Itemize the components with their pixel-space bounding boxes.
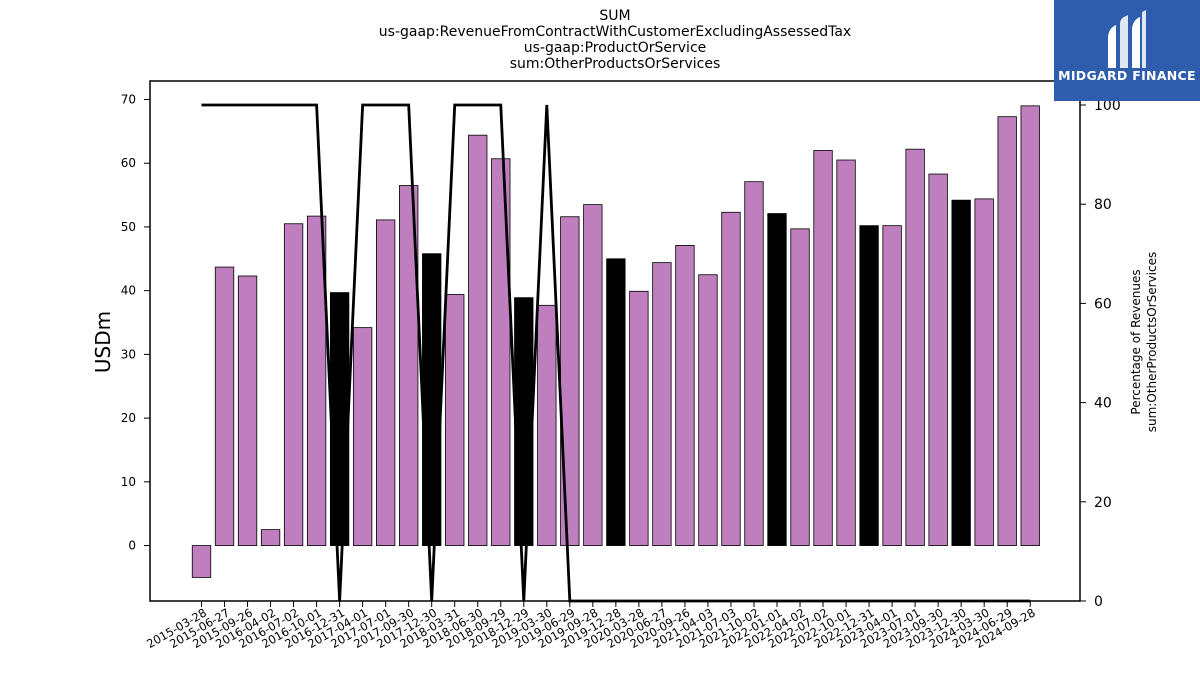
bar [468, 134, 488, 546]
bar [214, 266, 235, 546]
midgard-logo: MIDGARD FINANCE [1054, 0, 1200, 101]
y2-tick-label: 100 [1094, 98, 1121, 114]
bar [445, 294, 465, 546]
bar [306, 215, 327, 546]
bar [191, 545, 212, 578]
bar [422, 253, 442, 546]
y2-axis-label-line-1: Percentage of Revenues [1129, 269, 1143, 414]
bar [744, 181, 764, 546]
bar [951, 199, 971, 546]
bar [905, 148, 925, 546]
bar [928, 173, 948, 546]
bar [583, 204, 603, 546]
bar [283, 223, 304, 546]
title-line-2: us-gaap:RevenueFromContractWithCustomerE… [378, 24, 852, 40]
bar [859, 225, 879, 546]
bar [974, 198, 994, 546]
bar [606, 258, 626, 546]
bar [376, 219, 396, 546]
y-tick-label: 30 [121, 347, 136, 361]
bar [537, 304, 557, 546]
y2-tick-label: 60 [1094, 296, 1112, 312]
y-tick-label: 40 [121, 284, 136, 298]
logo-text: MIDGARD FINANCE [1058, 68, 1196, 83]
y-tick-label: 70 [121, 92, 136, 106]
title-line-1: SUM [599, 8, 631, 24]
y-tick-label: 10 [121, 475, 136, 489]
bar [790, 228, 810, 546]
bar [352, 327, 373, 546]
y2-tick-label: 40 [1094, 396, 1112, 412]
bar [997, 116, 1017, 546]
bar [767, 213, 787, 546]
y-tick-label: 0 [128, 539, 136, 553]
bar [260, 529, 281, 546]
bar [813, 150, 833, 546]
y2-tick-label: 0 [1094, 594, 1103, 610]
bar [882, 225, 902, 546]
y2-axis-label-line-2: sum:OtherProductsOrServices [1145, 252, 1159, 432]
y2-tick-label: 80 [1094, 197, 1112, 213]
bar [399, 185, 419, 546]
title-line-4: sum:OtherProductsOrServices [509, 56, 721, 72]
y2-tick-label: 20 [1094, 495, 1112, 511]
bar [629, 290, 649, 546]
bar [1020, 105, 1040, 546]
y-tick-label: 20 [121, 411, 136, 425]
title-line-3: us-gaap:ProductOrService [523, 40, 707, 56]
midgard-logo-icon [1108, 10, 1146, 68]
bar [675, 245, 695, 546]
y-tick-label: 60 [121, 156, 136, 170]
bar [836, 159, 856, 546]
bar [237, 275, 258, 546]
bar [721, 211, 741, 546]
bar [652, 262, 672, 546]
bar [329, 292, 350, 546]
y-tick-label: 50 [121, 220, 136, 234]
bar [491, 158, 511, 546]
bar [560, 216, 580, 546]
bar [698, 274, 718, 546]
bar [514, 297, 534, 546]
y-axis-label: USDm [91, 311, 115, 373]
